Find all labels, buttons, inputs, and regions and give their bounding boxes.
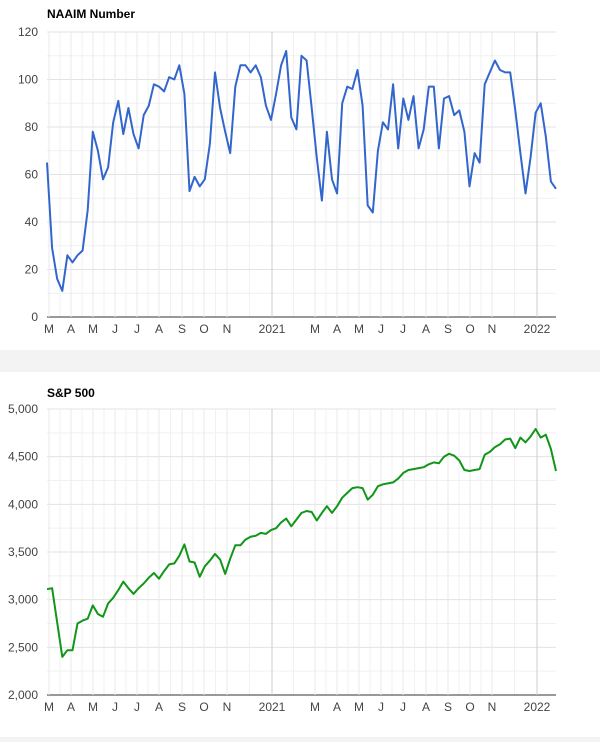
x-tick-label: 2022: [524, 700, 551, 714]
x-tick-label: M: [354, 700, 364, 714]
y-tick-label: 4,500: [8, 450, 38, 464]
x-tick-label: A: [67, 700, 75, 714]
x-tick-label: S: [444, 322, 452, 336]
x-tick-label: J: [112, 322, 118, 336]
sp500-chart-panel: S&P 500 2,000 2,500 3,000 3,500 4,000 4,500 5,…: [0, 372, 600, 737]
x-tick-label: A: [422, 322, 430, 336]
x-tick-label: O: [199, 700, 208, 714]
y-tick-label: 120: [18, 25, 38, 39]
y-tick-label: 3,500: [8, 545, 38, 559]
x-tick-label: A: [67, 322, 75, 336]
panel-divider: [0, 737, 600, 742]
x-tick-label: O: [465, 700, 474, 714]
x-tick-label: J: [378, 700, 384, 714]
series-line: [46, 50, 557, 292]
x-tick-label: A: [155, 700, 163, 714]
y-tick-label: 2,000: [8, 688, 38, 702]
y-tick-label: 100: [18, 73, 38, 87]
x-tick-label: J: [134, 700, 140, 714]
y-tick-label: 20: [25, 263, 39, 277]
x-tick-label: N: [223, 322, 232, 336]
x-tick-label: J: [400, 322, 406, 336]
y-tick-label: 5,000: [8, 402, 38, 416]
y-tick-label: 3,000: [8, 593, 38, 607]
x-tick-label: M: [44, 700, 54, 714]
y-tick-label: 80: [25, 120, 39, 134]
x-tick-label: S: [444, 700, 452, 714]
x-tick-label: 2021: [259, 700, 286, 714]
x-tick-label: 2021: [259, 322, 286, 336]
x-tick-label: M: [310, 322, 320, 336]
y-tick-label: 4,000: [8, 497, 38, 511]
x-tick-label: M: [354, 322, 364, 336]
panel-divider: [0, 350, 600, 372]
y-tick-label: 60: [25, 168, 39, 182]
x-tick-label: J: [378, 322, 384, 336]
x-tick-label: O: [465, 322, 474, 336]
x-tick-label: J: [134, 322, 140, 336]
x-tick-label: A: [333, 322, 341, 336]
naaim-chart-panel: NAAIM Number 0 20 40 60 80 100 120 M A M J J A S O N 202…: [0, 0, 600, 350]
y-tick-label: 0: [31, 310, 38, 324]
x-tick-label: J: [400, 700, 406, 714]
x-tick-label: S: [178, 322, 186, 336]
y-tick-label: 40: [25, 215, 39, 229]
x-tick-label: S: [178, 700, 186, 714]
series-line: [46, 428, 557, 658]
x-tick-label: A: [333, 700, 341, 714]
x-tick-label: O: [199, 322, 208, 336]
x-tick-label: 2022: [524, 322, 551, 336]
x-tick-label: M: [88, 322, 98, 336]
x-tick-label: N: [488, 700, 497, 714]
x-tick-label: N: [223, 700, 232, 714]
x-tick-label: A: [155, 322, 163, 336]
x-tick-label: J: [112, 700, 118, 714]
x-tick-label: M: [88, 700, 98, 714]
x-tick-label: N: [488, 322, 497, 336]
x-tick-label: A: [422, 700, 430, 714]
y-tick-label: 2,500: [8, 640, 38, 654]
x-tick-label: M: [310, 700, 320, 714]
chart-title: NAAIM Number: [47, 7, 136, 21]
chart-title: S&P 500: [47, 386, 95, 400]
x-tick-label: M: [44, 322, 54, 336]
